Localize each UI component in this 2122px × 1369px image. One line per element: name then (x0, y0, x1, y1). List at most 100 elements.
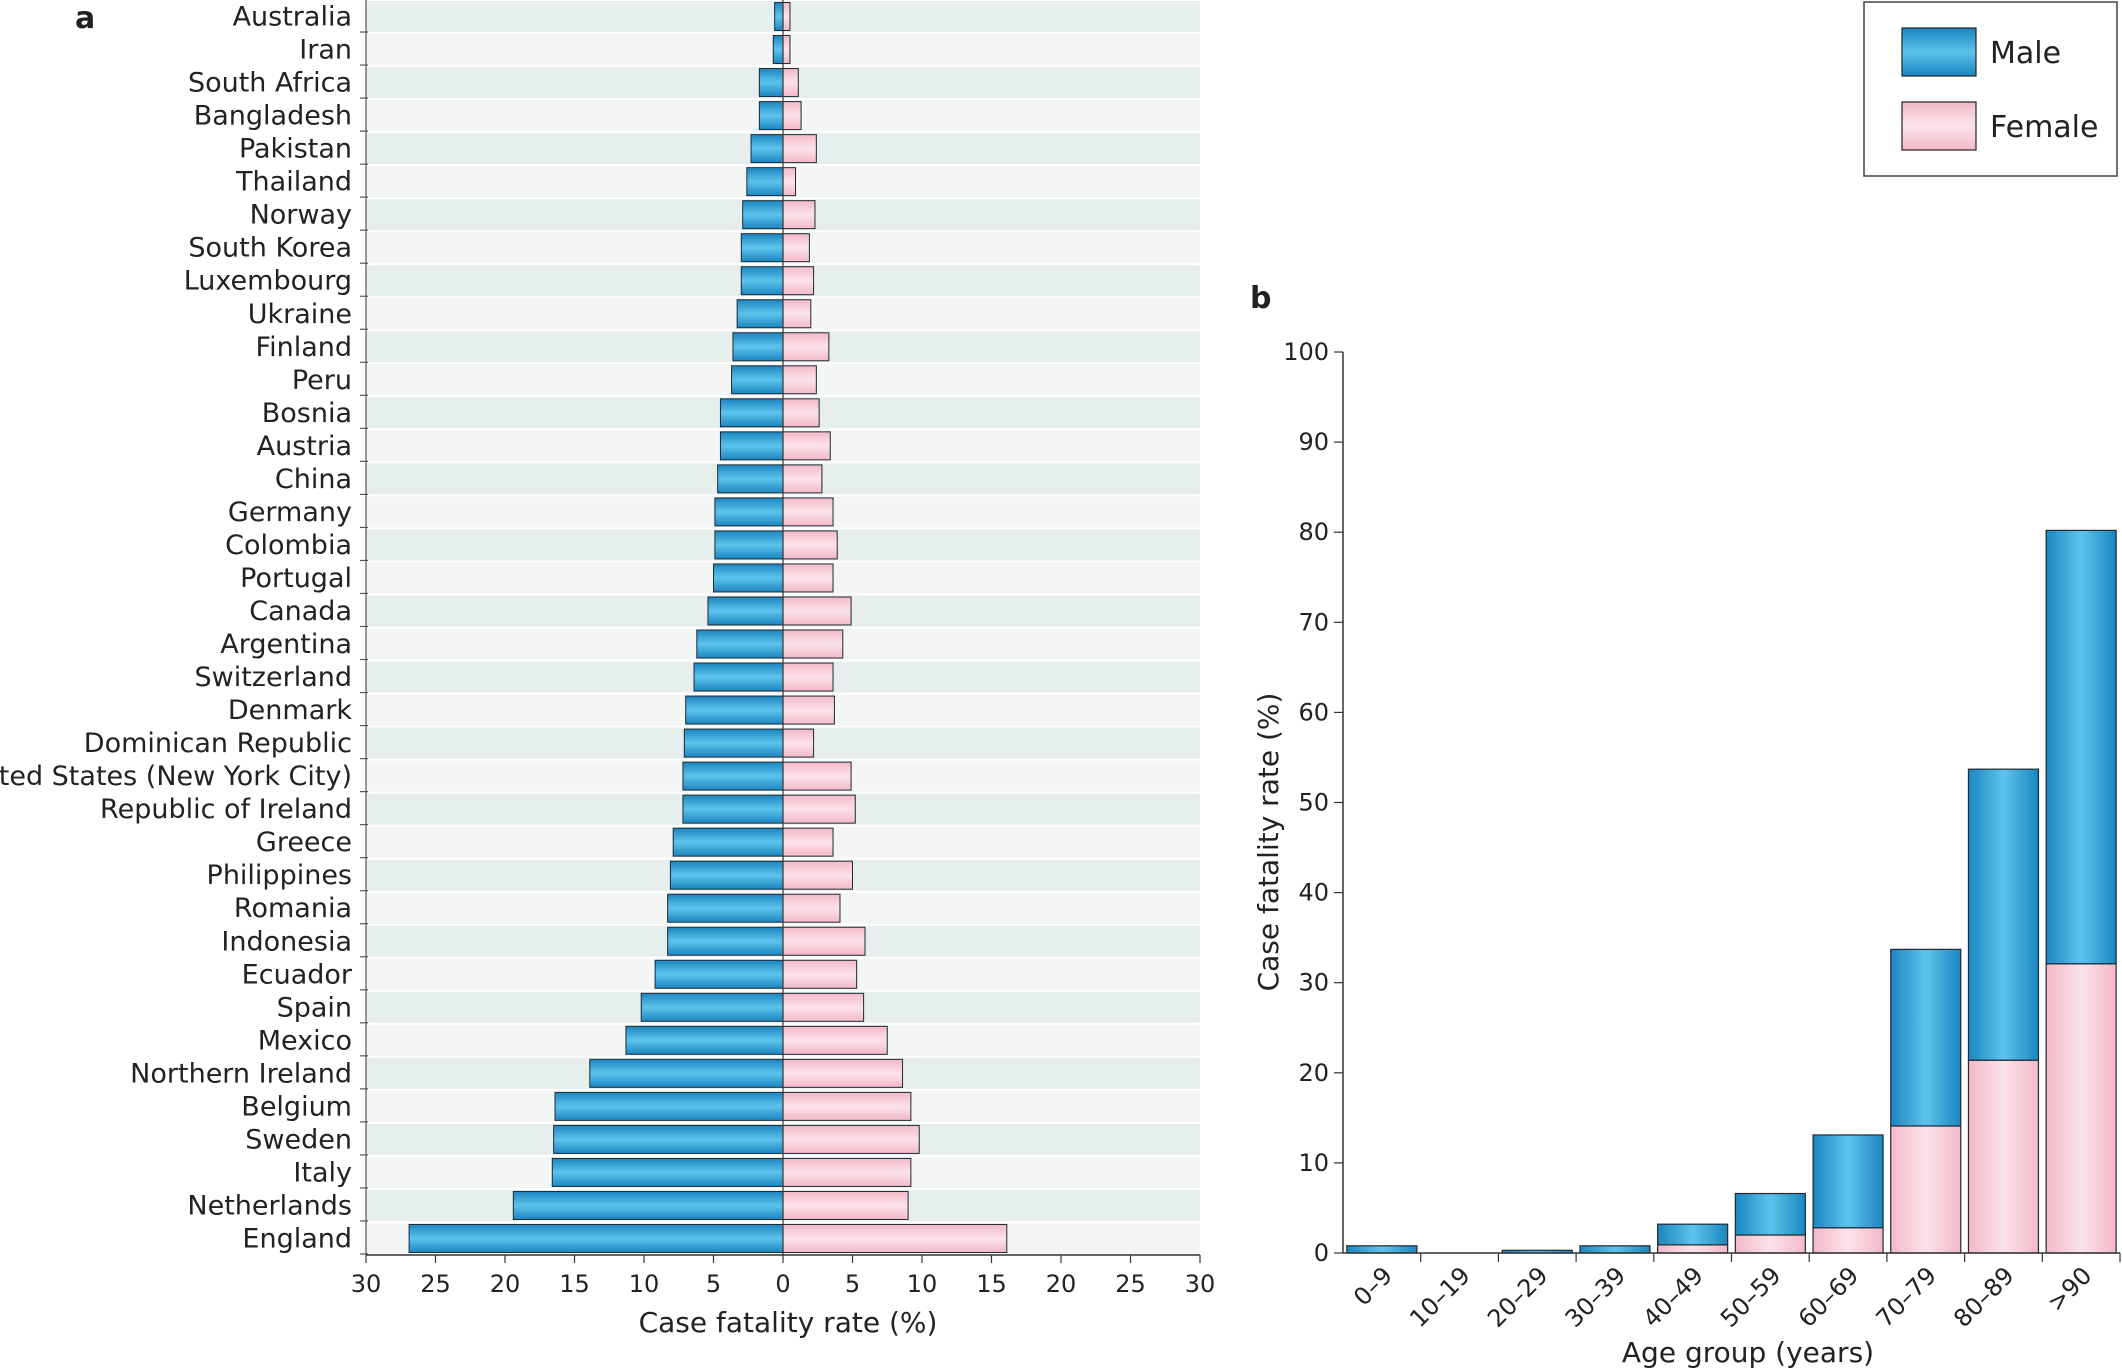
panel-a-country-label: Peru (292, 365, 352, 396)
panel-a-country-label: Sweden (245, 1124, 352, 1155)
panel-b-x-tick-label: 60–69 (1793, 1261, 1864, 1332)
panel-a-x-tick-label: 20 (1046, 1270, 1077, 1298)
panel-a-female-bar (782, 530, 838, 560)
panel-a-country-label: China (275, 464, 352, 495)
panel-a-male-bar (682, 794, 784, 824)
panel-a-country-label: Luxembourg (184, 266, 352, 297)
panel-a-female-bar (782, 464, 823, 494)
panel-a-male-bar (750, 134, 784, 164)
legend-male-label: Male (1990, 36, 2061, 71)
panel-b-male-bar (1734, 1192, 1806, 1236)
panel-b-male-bar (1579, 1245, 1651, 1254)
panel-a-female-bar (782, 1025, 888, 1055)
panel-b-male-bar (2045, 529, 2117, 965)
panel-b-female-bar (1657, 1244, 1729, 1254)
legend-female-swatch (1901, 101, 1977, 151)
panel-a-male-bar (512, 1190, 784, 1220)
panel-b-y-axis: 0 10 20 30 40 50 60 70 80 90 100 (1283, 338, 1344, 1267)
panel-a-country-label: Thailand (235, 167, 352, 198)
panel-b-y-tick-label: 0 (1314, 1239, 1329, 1267)
panel-a-country-label: Romania (234, 893, 352, 924)
panel-b-male-bar (1812, 1134, 1884, 1229)
panel-a-x-tick-label: 30 (351, 1270, 382, 1298)
panel-a-country-label: Colombia (225, 530, 352, 561)
panel-a-female-bar (782, 134, 817, 164)
panel-a-female-bar (782, 1157, 912, 1187)
panel-a-country-label: Germany (228, 497, 352, 528)
panel-b-x-axis: 0–9 10–19 20–29 30–39 40–49 50–59 60–69 70–79 80… (1343, 1252, 2121, 1333)
panel-a-female-bar (782, 266, 815, 296)
panel-a-female-bar (782, 200, 816, 230)
panel-a-female-bar (782, 2, 791, 32)
panel-a-female-bar (782, 332, 830, 362)
panel-b-x-tick-label: 10–19 (1404, 1261, 1475, 1332)
panel-a-country-label: Norway (250, 200, 352, 231)
panel-a-male-bar (719, 398, 784, 428)
panel-a-female-bar (782, 1223, 1008, 1253)
panel-b-y-tick-label: 10 (1298, 1149, 1329, 1177)
panel-a-female-bar (782, 860, 853, 890)
panel-b-x-axis-title: Age group (years) (1622, 1336, 1874, 1369)
panel-a-female-bar (782, 1091, 912, 1121)
panel-a-x-tick-label: 10 (629, 1270, 660, 1298)
panel-a-country-label: Netherlands (187, 1190, 352, 1221)
panel-a-male-bar (554, 1091, 784, 1121)
panel-a-female-bar (782, 1190, 909, 1220)
panel-b-x-tick-label: 50–59 (1715, 1261, 1786, 1332)
panel-b-label: b (1250, 281, 1271, 316)
panel-a-female-bar (782, 1124, 920, 1154)
panel-b-female-bar (1812, 1227, 1884, 1254)
panel-a-male-bar (746, 167, 784, 197)
panel-a-male-bar (553, 1124, 784, 1154)
panel-a-male-bar (683, 728, 784, 758)
panel-a-x-tick-label: 10 (907, 1270, 938, 1298)
panel-a-country-label: Indonesia (221, 926, 352, 957)
panel-a-country-label: Bangladesh (194, 101, 352, 132)
panel-b-female-bar (1890, 1125, 1962, 1254)
legend-female-label: Female (1990, 110, 2098, 145)
panel-a-female-bar (782, 563, 834, 593)
panel-a-male-bar (740, 233, 784, 263)
panel-a-x-tick-label: 25 (420, 1270, 451, 1298)
panel-a-male-bar (685, 695, 784, 725)
panel-a-country-label: Argentina (220, 629, 352, 660)
panel-b-y-tick-label: 50 (1298, 789, 1329, 817)
panel-a-male-bar (408, 1223, 784, 1253)
panel-a-country-label: Northern Ireland (130, 1058, 352, 1089)
panel-b-chart: 0 10 20 30 40 50 60 70 80 90 100 0–9 10–19 20–29 30–3… (1252, 338, 2121, 1369)
panel-a-country-label: Mexico (258, 1025, 352, 1056)
panel-a-female-bar (782, 68, 799, 98)
panel-a-female-bar (782, 431, 831, 461)
panel-b-female-bar (1734, 1234, 1806, 1254)
panel-a-female-bar (782, 497, 834, 527)
panel-a-female-bar (782, 101, 802, 131)
panel-a-female-bar (782, 992, 865, 1022)
panel-a-female-bar (782, 695, 835, 725)
panel-a-x-tick-label: 25 (1115, 1270, 1146, 1298)
panel-a-country-label: Canada (249, 596, 352, 627)
panel-a-male-bar (736, 299, 784, 329)
panel-a-male-bar (693, 662, 784, 692)
panel-a-male-bar (742, 200, 784, 230)
panel-b-x-tick-label: 30–39 (1560, 1261, 1631, 1332)
panel-a-male-bar (654, 959, 784, 989)
panel-a-country-label: Finland (256, 332, 352, 363)
panel-b-y-tick-label: 40 (1298, 879, 1329, 907)
panel-a-x-tick-label: 0 (775, 1270, 790, 1298)
legend-male-swatch (1901, 27, 1977, 77)
panel-a-x-tick-label: 15 (976, 1270, 1007, 1298)
panel-b-bars (1346, 529, 2117, 1254)
panel-a-country-label: Belgium (241, 1091, 352, 1122)
panel-b-y-tick-label: 70 (1298, 608, 1329, 636)
panel-a-x-tick-label: 20 (490, 1270, 521, 1298)
panel-b-x-tick-label: >90 (2042, 1261, 2098, 1317)
panel-a-male-bar (713, 563, 784, 593)
panel-b-y-tick-label: 100 (1283, 338, 1329, 366)
panel-a-country-label: Dominican Republic (84, 728, 352, 759)
panel-a-female-bar (782, 398, 820, 428)
panel-a-male-bar (551, 1157, 784, 1187)
panel-a-male-bar (731, 365, 784, 395)
panel-a-country-label: England (242, 1223, 352, 1254)
